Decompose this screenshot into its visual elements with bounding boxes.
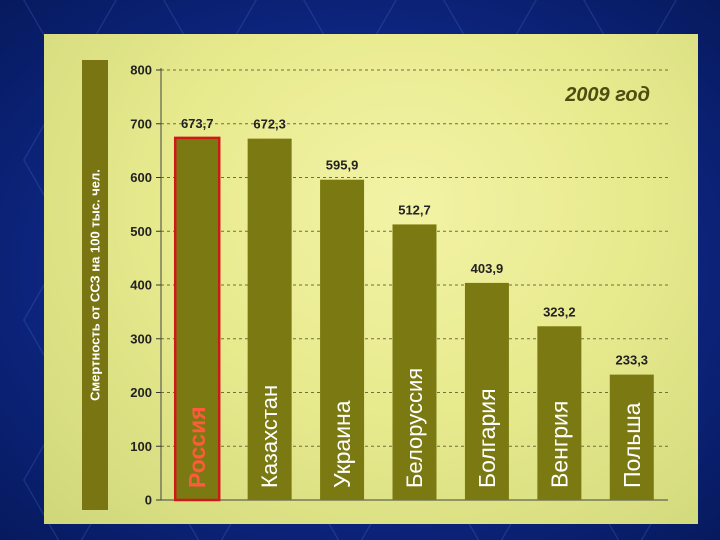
bar: [609, 374, 654, 500]
bar-value-label: 323,2: [543, 304, 576, 319]
y-tick-label: 200: [130, 385, 152, 400]
y-axis-label: Смертность от ССЗ на 100 тыс. чел.: [88, 169, 103, 401]
y-tick-label: 800: [130, 63, 152, 78]
bar-category-label: Казахстан: [257, 385, 282, 488]
y-tick-label: 700: [130, 116, 152, 131]
bar-category-label: Венгрия: [546, 401, 572, 488]
bar: [247, 138, 292, 501]
y-tick-label: 100: [130, 439, 152, 454]
bar-value-label: 673,7: [181, 116, 214, 131]
y-tick-label: 0: [145, 493, 152, 508]
bar-category-label: Белоруссия: [402, 368, 427, 488]
bar: [464, 282, 509, 500]
y-tick-label: 300: [130, 331, 152, 346]
bar-value-label: 595,9: [326, 158, 359, 173]
y-tick-label: 400: [130, 278, 152, 293]
chart-panel: Смертность от ССЗ на 100 тыс. чел. 0 100 2…: [44, 34, 698, 524]
y-axis-label-group: Смертность от ССЗ на 100 тыс. чел.: [82, 60, 108, 510]
bar-category-label: Польша: [619, 402, 645, 488]
bar-category-label: Россия: [184, 406, 210, 488]
bar-category-label: Болгария: [474, 388, 500, 488]
y-tick-label: 500: [130, 224, 152, 239]
bar: [537, 326, 582, 500]
bar-value-label: 512,7: [398, 202, 431, 217]
bar-value-label: 672,3: [253, 117, 286, 132]
year-annotation: 2009 год: [564, 84, 650, 106]
bar-value-label: 233,3: [616, 353, 649, 368]
bar-chart: Смертность от ССЗ на 100 тыс. чел. 0 100 2…: [82, 60, 668, 510]
bar-category-label: Украина: [329, 400, 355, 488]
bar-value-label: 403,9: [471, 261, 504, 276]
bars: 673,7 Россия 672,3 Казахстан 595,9 Украина 512…: [173, 116, 654, 502]
y-axis-label-box: [82, 60, 108, 510]
y-tick-label: 600: [130, 170, 152, 185]
bar: [392, 224, 437, 500]
y-axis-ticks: 0 100 200 300 400 500 600 700 800: [130, 63, 161, 508]
bar: [173, 136, 221, 502]
bar: [320, 179, 365, 501]
